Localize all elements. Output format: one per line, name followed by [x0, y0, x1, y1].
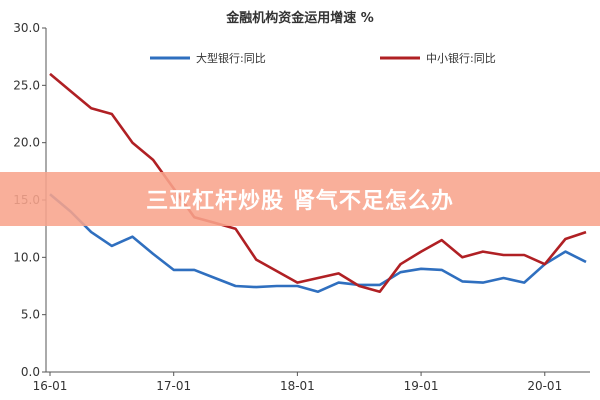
x-tick-label: 20-01 — [527, 379, 562, 393]
y-tick-label: 0.0 — [21, 365, 40, 379]
chart-title: 金融机构资金运用增速 % — [225, 10, 374, 26]
x-tick-label: 18-01 — [280, 379, 315, 393]
y-tick-label: 5.0 — [21, 308, 40, 322]
x-tick-label: 17-01 — [156, 379, 191, 393]
legend: 大型银行:同比 中小银行:同比 — [150, 51, 496, 65]
banner-text: 三亚杠杆炒股 肾气不足怎么办 — [146, 189, 454, 214]
series-group — [49, 72, 587, 293]
y-tick-label: 25.0 — [13, 78, 40, 92]
y-tick-label: 10.0 — [13, 250, 40, 264]
legend-label: 大型银行:同比 — [196, 51, 266, 65]
x-tick-label: 16-01 — [33, 379, 68, 393]
legend-label: 中小银行:同比 — [426, 51, 496, 65]
y-tick-label: 30.0 — [13, 21, 40, 35]
overlay-banner: 三亚杠杆炒股 肾气不足怎么办 — [0, 172, 600, 226]
x-tick-label: 19-01 — [404, 379, 439, 393]
y-tick-label: 20.0 — [13, 136, 40, 150]
